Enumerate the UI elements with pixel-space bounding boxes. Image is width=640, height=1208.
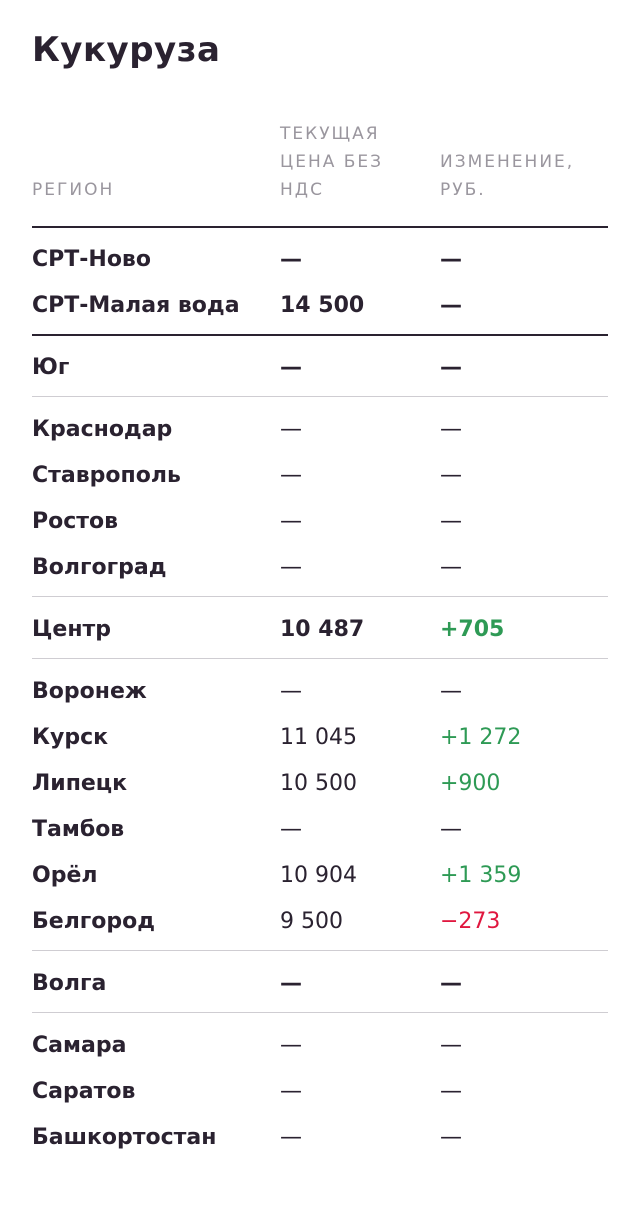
price-cell: 11 045 [280,725,357,750]
region-cell: Волгоград [32,555,167,580]
region-cell: Ставрополь [32,463,181,488]
section-divider [32,658,608,659]
table-row: Саратов — — [32,1076,608,1108]
table-row: Белгород 9 500 −273 [32,906,608,938]
change-cell: +705 [440,617,505,642]
change-cell: +1 272 [440,725,522,750]
price-cell: 10 487 [280,617,365,642]
region-cell: Курск [32,725,109,750]
change-cell: — [440,417,462,442]
price-cell: 10 904 [280,863,357,888]
price-cell: — [280,417,302,442]
region-cell: Краснодар [32,417,173,442]
change-cell: — [440,679,462,704]
change-cell: — [440,555,462,580]
change-cell: — [440,971,462,996]
region-cell: Воронеж [32,679,147,704]
table-row: СРТ-Малая вода 14 500 — [32,290,608,322]
region-cell: Юг [32,355,70,380]
price-cell: — [280,1079,302,1104]
section-divider [32,1012,608,1013]
price-cell: — [280,1033,302,1058]
table-row: Волгоград — — [32,552,608,584]
section-divider [32,334,608,336]
price-cell: 10 500 [280,771,357,796]
change-cell: −273 [440,909,501,934]
change-cell: — [440,463,462,488]
change-cell: — [440,1079,462,1104]
change-cell: — [440,247,462,272]
region-cell: Самара [32,1033,127,1058]
header-divider [32,226,608,228]
region-cell: Белгород [32,909,156,934]
region-cell: Башкортостан [32,1125,217,1150]
column-header-price: ТЕКУЩАЯ ЦЕНА БЕЗ НДС [280,124,384,200]
price-cell: — [280,247,302,272]
change-cell: — [440,355,462,380]
section-divider [32,596,608,597]
change-cell: +1 359 [440,863,522,888]
column-header-region: РЕГИОН [32,180,115,200]
section-divider [32,396,608,397]
table-row: Тамбов — — [32,814,608,846]
table-row: Волга — — [32,968,608,1000]
region-cell: Орёл [32,863,98,888]
change-cell: — [440,1033,462,1058]
table-row: Башкортостан — — [32,1122,608,1154]
price-cell: — [280,509,302,534]
change-cell: — [440,1125,462,1150]
table-header: РЕГИОН ТЕКУЩАЯ ЦЕНА БЕЗ НДС ИЗМЕНЕНИЕ, Р… [32,118,608,226]
region-cell: СРТ-Малая вода [32,293,240,318]
region-cell: Центр [32,617,112,642]
price-cell: — [280,971,302,996]
column-header-change: ИЗМЕНЕНИЕ, РУБ. [440,152,575,200]
page-title: Кукуруза [32,30,221,70]
table-row: Курск 11 045 +1 272 [32,722,608,754]
price-cell: — [280,679,302,704]
change-cell: — [440,817,462,842]
table-row: Воронеж — — [32,676,608,708]
table-row: Самара — — [32,1030,608,1062]
price-cell: — [280,555,302,580]
price-cell: — [280,355,302,380]
change-cell: +900 [440,771,501,796]
table-row: Ставрополь — — [32,460,608,492]
price-cell: — [280,817,302,842]
table-row: Ростов — — [32,506,608,538]
price-cell: — [280,1125,302,1150]
region-cell: Ростов [32,509,119,534]
price-cell: — [280,463,302,488]
table-row: Центр 10 487 +705 [32,614,608,646]
region-cell: СРТ-Ново [32,247,151,272]
table-row: СРТ-Ново — — [32,244,608,276]
price-cell: 14 500 [280,293,365,318]
change-cell: — [440,293,462,318]
section-divider [32,950,608,951]
region-cell: Липецк [32,771,128,796]
table-row: Орёл 10 904 +1 359 [32,860,608,892]
price-cell: 9 500 [280,909,343,934]
table-row: Юг — — [32,352,608,384]
region-cell: Тамбов [32,817,125,842]
change-cell: — [440,509,462,534]
table-row: Краснодар — — [32,414,608,446]
region-cell: Волга [32,971,107,996]
table-row: Липецк 10 500 +900 [32,768,608,800]
region-cell: Саратов [32,1079,136,1104]
